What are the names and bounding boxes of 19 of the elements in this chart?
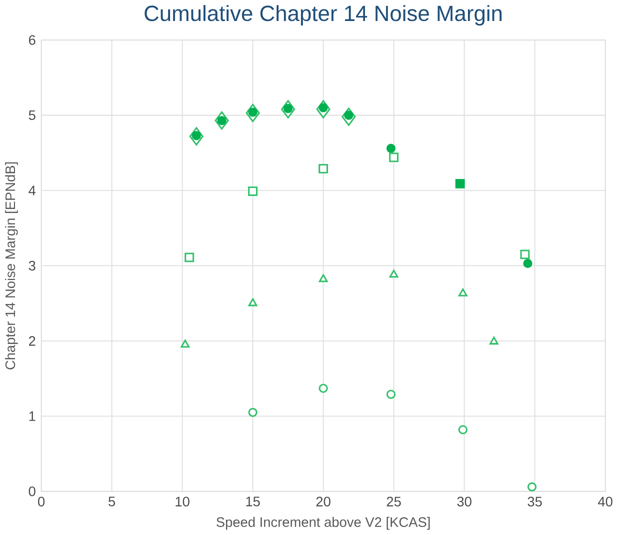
x-tick-label: 30 [457,496,472,507]
x-tick-label: 35 [528,496,542,507]
y-tick-label: 2 [28,336,36,346]
x-tick-label: 40 [598,496,612,507]
x-tick-label: 0 [38,496,45,507]
y-tick-label: 0 [28,486,36,496]
y-tick-label: 5 [28,110,36,120]
y-tick-label: 1 [29,412,36,421]
x-axis-title: Speed Increment above V2 [KCAS] [216,517,430,530]
x-tick-label: 25 [386,496,401,507]
x-tick-label: 10 [176,496,190,507]
x-tick-label: 20 [316,496,330,507]
chart-title: Cumulative Chapter 14 Noise Margin [144,5,502,26]
y-tick-label: 3 [28,260,36,271]
x-tick-label: 5 [108,496,116,506]
y-tick-label: 6 [28,35,36,45]
x-tick-label: 15 [246,496,260,506]
y-tick-label: 4 [28,186,36,196]
y-axis-title: Chapter 14 Noise Margin [EPNdB] [5,162,18,370]
